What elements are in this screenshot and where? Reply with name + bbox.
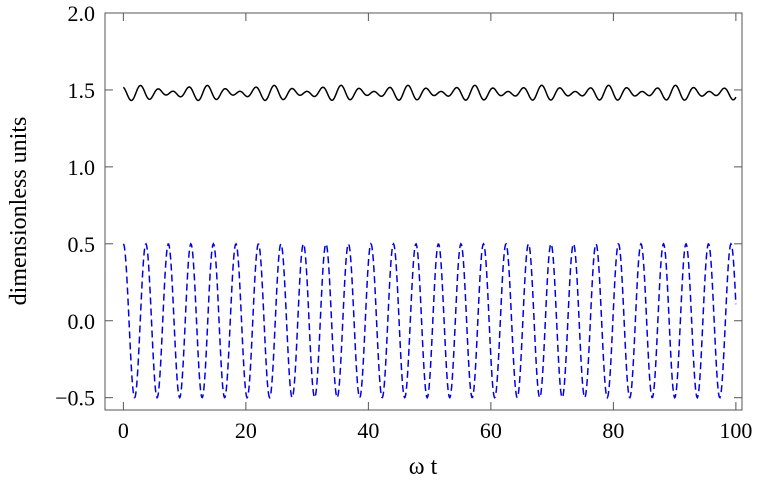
y-tick-label: 2.0 <box>68 1 96 26</box>
x-tick-label: 80 <box>602 418 624 443</box>
plot-frame <box>104 12 743 411</box>
y-axis-label: dimensionless units <box>6 117 32 306</box>
y-tick-label: 0.0 <box>68 309 96 334</box>
x-tick-label: 100 <box>719 418 752 443</box>
x-tick-label: 20 <box>235 418 257 443</box>
x-tick-label: 0 <box>118 418 129 443</box>
y-axis-ticks: −0.5 0.0 0.5 1.0 1.5 2.0 <box>55 1 742 411</box>
series-layer <box>122 84 737 400</box>
y-tick-label: 1.0 <box>68 155 96 180</box>
y-tick-label: 1.5 <box>68 78 96 103</box>
y-tick-label: 0.5 <box>68 232 96 257</box>
x-axis-label: ω t <box>409 454 438 480</box>
x-axis-ticks: 0 20 40 60 80 100 <box>118 13 752 443</box>
solid-series-line <box>122 84 737 102</box>
x-tick-label: 40 <box>357 418 379 443</box>
y-tick-label: −0.5 <box>55 386 95 411</box>
dashed-series-line <box>122 242 737 400</box>
x-tick-label: 60 <box>480 418 502 443</box>
